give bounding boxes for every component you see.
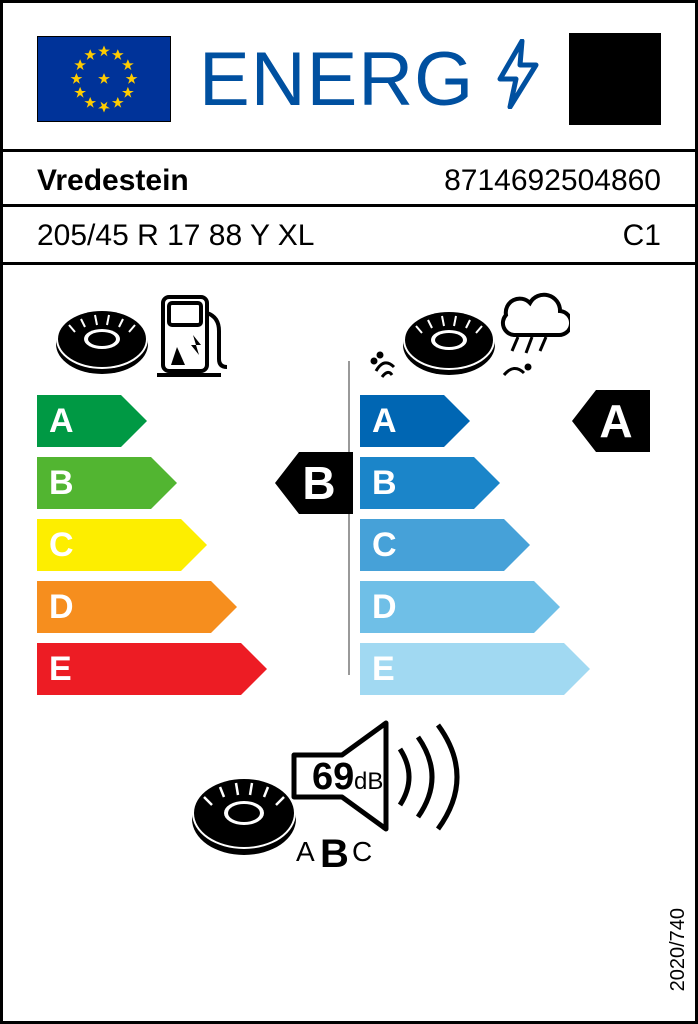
- rating-bar: A: [360, 395, 590, 447]
- rating-bar: D: [360, 581, 590, 633]
- rating-bar-arrow: D: [360, 581, 560, 633]
- qr-code-icon: [569, 33, 661, 125]
- rating-badge: B: [275, 452, 353, 514]
- rating-bar-arrow: E: [37, 643, 267, 695]
- svg-text:69: 69: [312, 756, 354, 798]
- rating-bar: B: [37, 457, 267, 509]
- fuel-efficiency-scale: ABCDEB: [37, 281, 338, 695]
- rating-bar: B: [360, 457, 590, 509]
- scales-area: ABCDEB: [3, 265, 695, 705]
- noise-icon: 69 dB A B C: [184, 719, 514, 879]
- rating-bar: E: [37, 643, 267, 695]
- rating-bar-arrow: C: [360, 519, 530, 571]
- rating-bar-arrow: A: [37, 395, 147, 447]
- energ-text: ENERG: [199, 37, 474, 122]
- wet-bars: ABCDEA: [360, 395, 590, 695]
- lightning-icon: [496, 39, 540, 127]
- tyre-size: 205/45 R 17 88 Y XL: [37, 207, 314, 265]
- rating-bar-arrow: C: [37, 519, 207, 571]
- rating-bar: C: [37, 519, 267, 571]
- rating-bar-arrow: B: [37, 457, 177, 509]
- scale-divider: [348, 361, 350, 675]
- svg-text:A: A: [296, 836, 315, 867]
- svg-text:C: C: [352, 836, 372, 867]
- eu-flag-icon: [37, 36, 171, 122]
- rating-bar: D: [37, 581, 267, 633]
- eu-tyre-label: ENERG: [0, 0, 698, 1024]
- rating-bar-arrow: E: [360, 643, 590, 695]
- ean-code: 8714692504860: [444, 152, 661, 210]
- fuel-bars: ABCDEB: [37, 395, 267, 695]
- rating-bar-arrow: B: [360, 457, 500, 509]
- rating-bar: E: [360, 643, 590, 695]
- header-row: ENERG: [3, 3, 695, 149]
- rating-bar-arrow: D: [37, 581, 237, 633]
- rating-bar: A: [37, 395, 267, 447]
- wet-grip-scale: ABCDEA: [360, 281, 661, 695]
- noise-area: 69 dB A B C: [3, 705, 695, 909]
- info-row-2: 205/45 R 17 88 Y XL C1: [3, 207, 695, 265]
- regulation-label: 2020/740: [667, 908, 690, 991]
- rating-bar: C: [360, 519, 590, 571]
- rating-bar-arrow: A: [360, 395, 470, 447]
- fuel-tyre-icon: [47, 289, 247, 381]
- svg-text:B: B: [320, 832, 349, 876]
- info-row-1: Vredestein 8714692504860: [3, 149, 695, 207]
- wet-tyre-icon: [370, 289, 570, 381]
- svg-text:dB: dB: [354, 768, 383, 795]
- brand-name: Vredestein: [37, 152, 189, 210]
- energ-title: ENERG: [199, 35, 541, 123]
- tyre-class: C1: [623, 207, 661, 265]
